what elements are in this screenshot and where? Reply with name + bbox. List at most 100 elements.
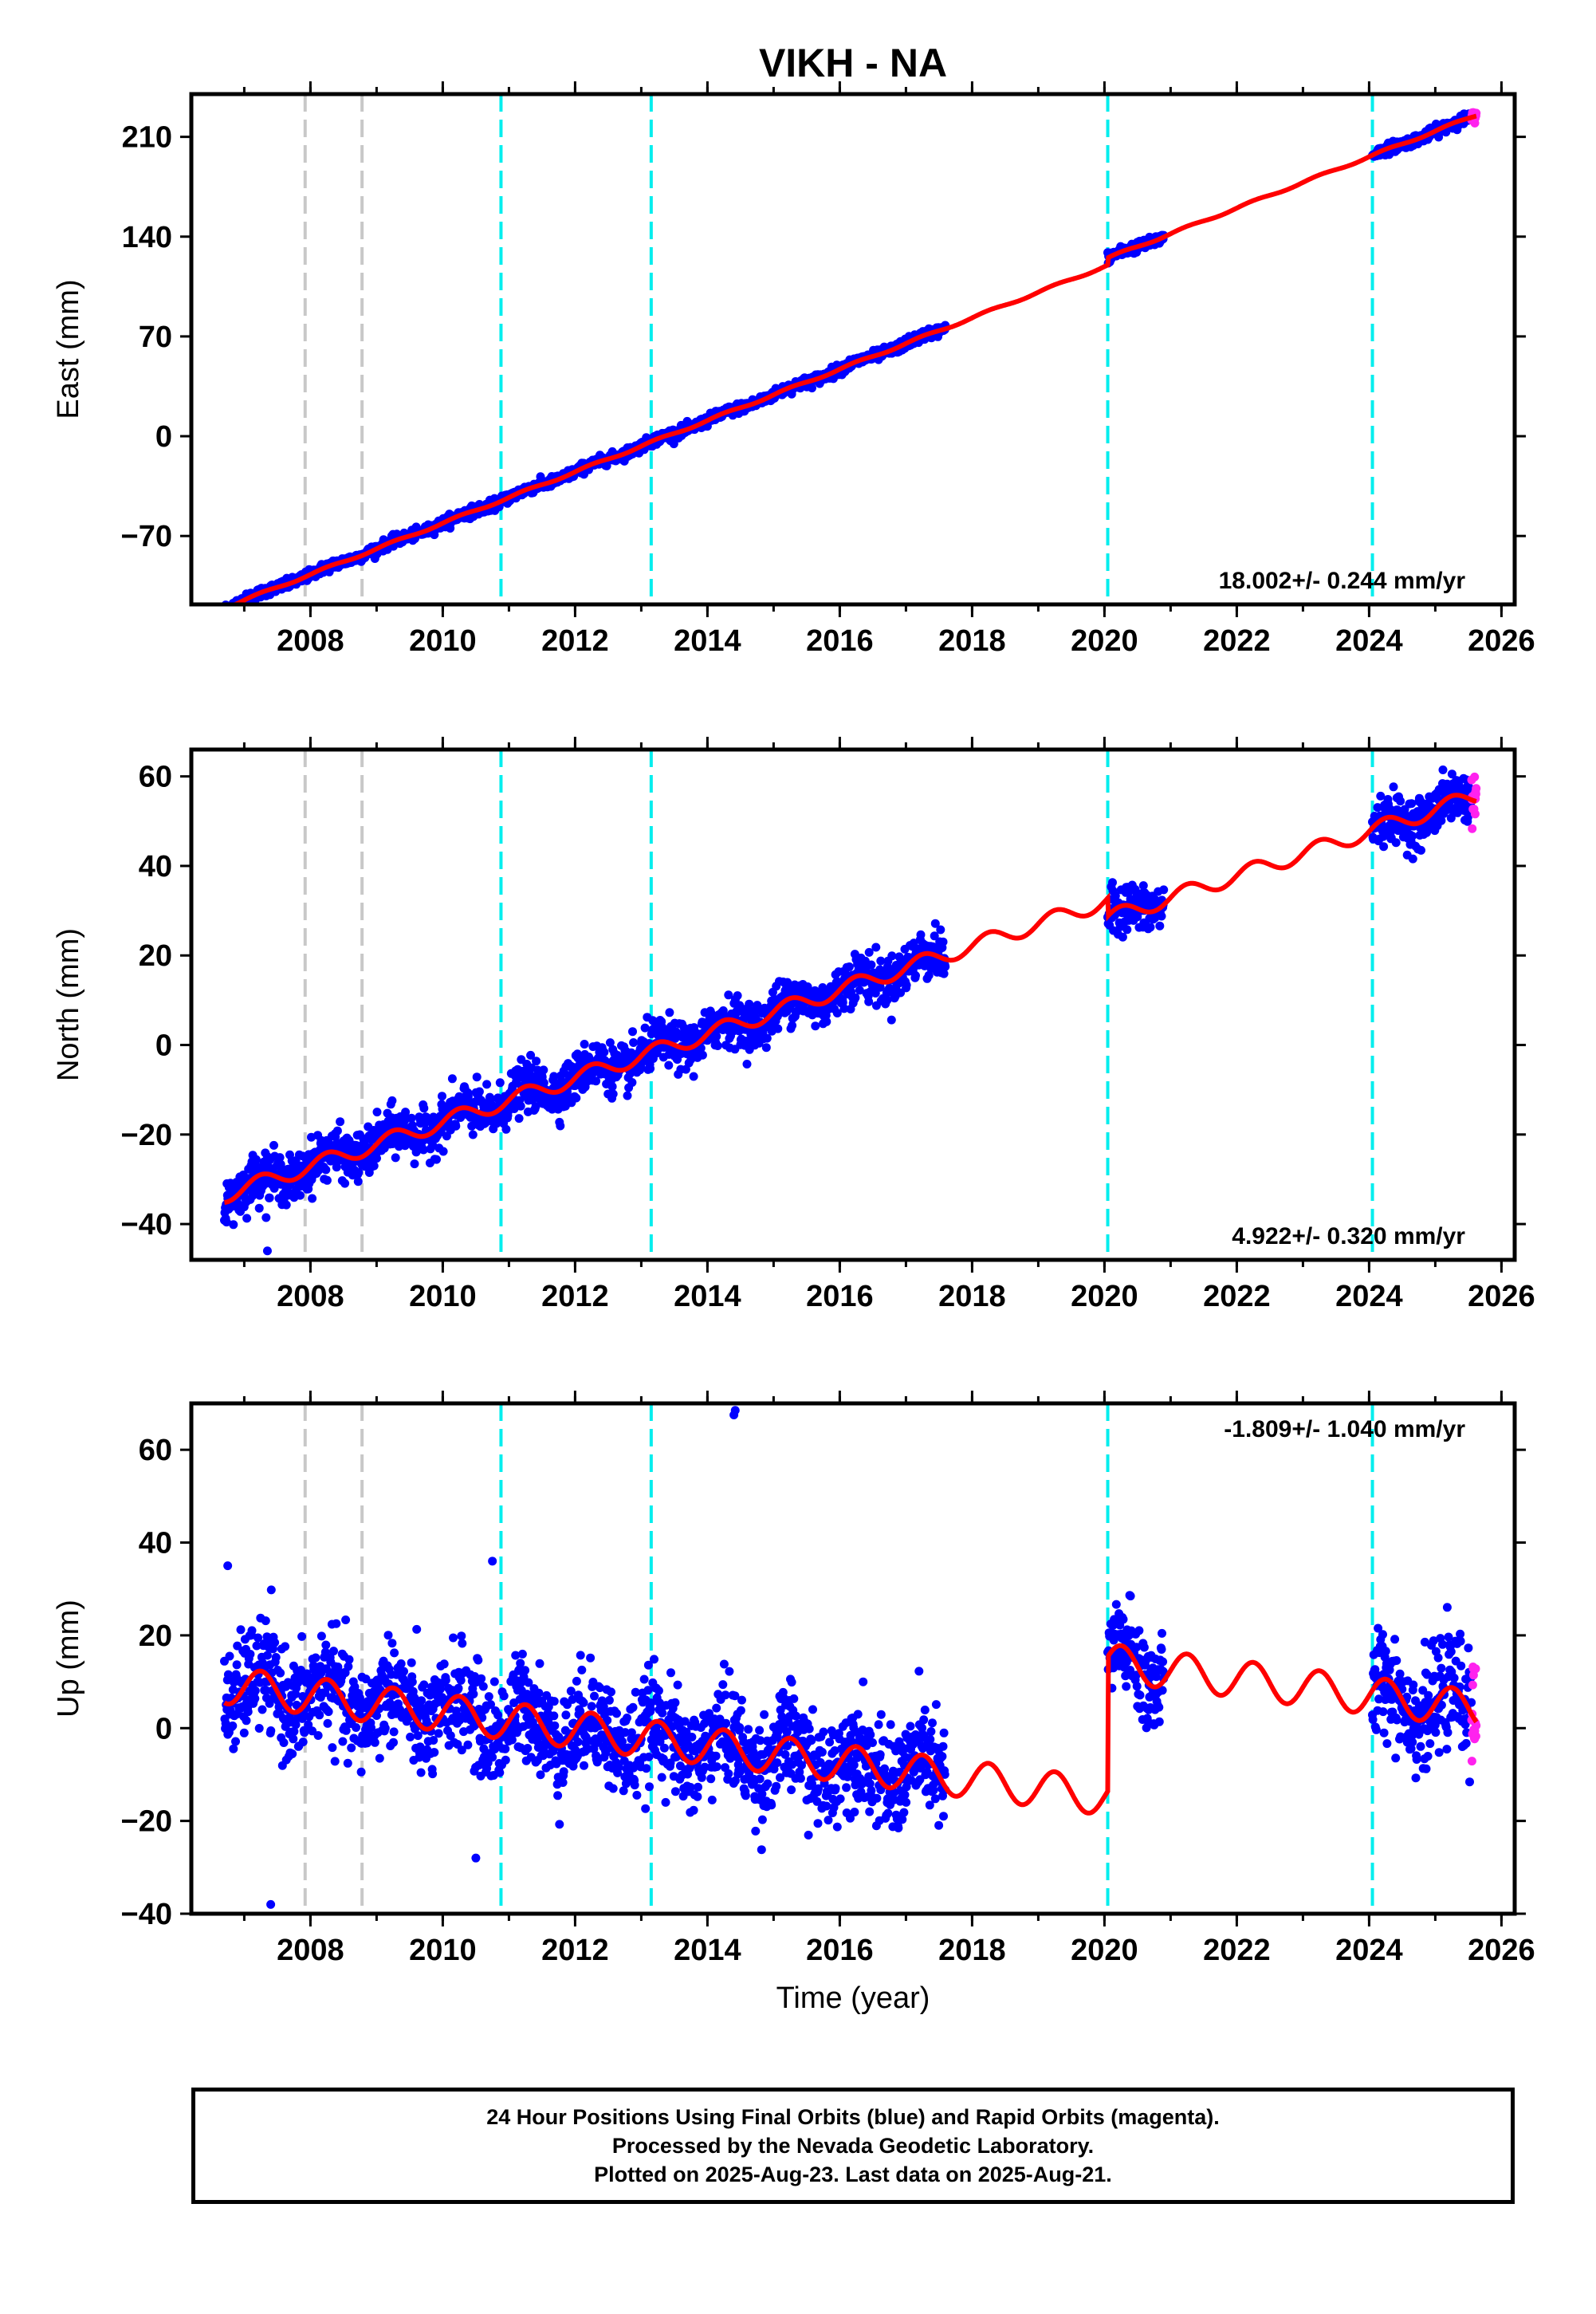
final-orbit-point <box>261 1616 270 1626</box>
final-orbit-point <box>406 1732 415 1741</box>
final-orbit-point <box>1155 921 1165 931</box>
final-orbit-point <box>1417 845 1425 855</box>
final-orbit-point <box>493 1710 503 1720</box>
final-orbit-point <box>308 1194 317 1203</box>
y-axis-label: North (mm) <box>52 928 85 1081</box>
final-orbit-point <box>434 1729 443 1738</box>
final-orbit-point <box>1389 782 1398 792</box>
final-orbit-point <box>288 1749 297 1758</box>
final-orbit-point <box>321 1664 331 1674</box>
final-orbit-point <box>370 1737 379 1747</box>
final-orbit-point <box>832 1009 842 1017</box>
final-orbit-point <box>417 1696 427 1706</box>
final-orbit-point <box>930 931 939 941</box>
final-orbit-point <box>1146 923 1155 932</box>
final-orbit-point <box>689 1072 698 1081</box>
final-orbit-point <box>396 1659 406 1668</box>
final-orbit-point <box>352 1723 361 1732</box>
final-orbit-point <box>254 1203 264 1213</box>
final-orbit-point <box>941 962 950 971</box>
final-orbit-point <box>276 1668 285 1678</box>
final-orbit-point <box>340 1179 350 1188</box>
final-orbit-point <box>372 1711 381 1720</box>
final-orbit-point <box>1138 881 1148 891</box>
final-orbit-point <box>876 956 886 966</box>
y-tick-label: −40 <box>121 1208 172 1242</box>
final-orbit-point <box>300 1728 309 1737</box>
final-orbit-point <box>441 1675 450 1685</box>
final-orbit-point <box>713 1041 722 1050</box>
final-orbit-point <box>1391 838 1401 848</box>
x-tick-label: 2024 <box>1335 1280 1403 1313</box>
final-orbit-point <box>1407 799 1417 809</box>
final-orbit-point <box>468 1130 478 1139</box>
final-orbit-point <box>328 1743 337 1753</box>
final-orbit-point <box>456 1675 466 1685</box>
x-tick-label: 2020 <box>1071 1280 1138 1313</box>
final-orbit-point <box>608 1089 618 1099</box>
final-orbit-point <box>1157 911 1166 921</box>
final-orbit-point <box>223 1670 233 1679</box>
x-tick-label: 2014 <box>674 624 741 658</box>
final-orbit-point <box>911 971 920 980</box>
final-orbit-point <box>247 1626 257 1635</box>
final-orbit-point <box>308 1726 317 1736</box>
final-orbit-point <box>864 997 874 1006</box>
final-orbit-point <box>407 1658 416 1667</box>
final-orbit-point <box>556 1121 565 1131</box>
y-tick-label: 0 <box>155 420 172 454</box>
final-orbit-point <box>321 1165 331 1175</box>
final-orbit-point <box>1111 891 1120 900</box>
final-orbit-point <box>228 1721 238 1730</box>
final-orbit-point <box>311 1653 320 1663</box>
final-orbit-point <box>664 1061 674 1070</box>
final-orbit-point <box>313 1731 323 1740</box>
final-orbit-point <box>432 1155 441 1164</box>
final-orbit-point <box>250 1686 260 1695</box>
final-orbit-point <box>419 1104 429 1113</box>
final-orbit-point <box>457 1745 466 1755</box>
rapid-orbit-point <box>1470 809 1480 819</box>
final-orbit-point <box>930 919 940 928</box>
final-orbit-point <box>332 1619 341 1628</box>
final-orbit-point <box>572 1093 581 1103</box>
final-orbit-point <box>501 1124 511 1134</box>
final-orbit-points <box>220 765 1476 1256</box>
final-orbit-point <box>330 1757 340 1766</box>
final-orbit-point <box>451 1121 461 1131</box>
final-orbit-point <box>344 1662 353 1671</box>
final-orbit-point <box>324 1707 333 1717</box>
x-tick-label: 2020 <box>1071 624 1138 658</box>
final-orbit-point <box>323 1718 332 1728</box>
final-orbit-point <box>1118 932 1127 942</box>
final-orbit-point <box>761 1043 771 1053</box>
final-orbit-point <box>344 1655 354 1664</box>
final-orbit-point <box>1447 769 1456 779</box>
event-lines <box>303 750 1374 1260</box>
final-orbit-point <box>864 947 874 957</box>
final-orbit-point <box>1108 878 1117 887</box>
x-tick-label: 2022 <box>1203 1280 1271 1313</box>
final-orbit-point <box>439 1659 449 1669</box>
final-orbit-point <box>1159 885 1169 895</box>
final-orbit-point <box>599 1048 609 1057</box>
final-orbit-point <box>938 937 948 946</box>
final-orbit-point <box>329 1647 338 1656</box>
final-orbit-point <box>322 1175 332 1185</box>
final-orbit-point <box>887 951 897 961</box>
final-orbit-point <box>239 1728 249 1737</box>
x-tick-label: 2010 <box>409 624 477 658</box>
final-orbit-point <box>1376 791 1386 801</box>
final-orbit-point <box>338 1737 348 1746</box>
final-orbit-point <box>347 1743 356 1753</box>
final-orbit-point <box>1379 842 1389 852</box>
final-orbit-point <box>254 1724 264 1733</box>
final-orbit-point <box>226 605 235 614</box>
final-orbit-point <box>389 1737 398 1747</box>
y-tick-label: 40 <box>139 850 172 883</box>
final-orbit-point <box>844 962 854 971</box>
final-orbit-point <box>387 1096 397 1105</box>
final-orbit-point <box>773 1024 783 1033</box>
